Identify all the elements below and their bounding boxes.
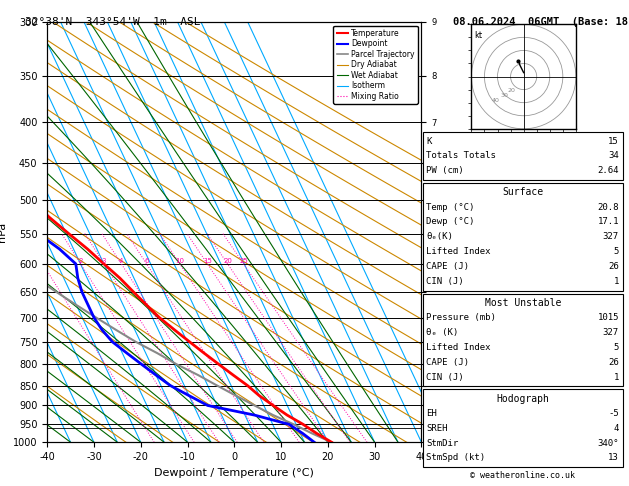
Text: SREH: SREH (426, 424, 448, 433)
Text: Hodograph: Hodograph (496, 394, 549, 404)
Y-axis label: hPa: hPa (0, 222, 8, 242)
Text: 5: 5 (613, 247, 619, 256)
Text: 5: 5 (613, 343, 619, 352)
Text: θₑ(K): θₑ(K) (426, 232, 454, 242)
Text: © weatheronline.co.uk: © weatheronline.co.uk (470, 471, 575, 480)
Text: Lifted Index: Lifted Index (426, 247, 491, 256)
Text: StmSpd (kt): StmSpd (kt) (426, 453, 486, 463)
Text: 2: 2 (79, 258, 83, 264)
Text: 25: 25 (239, 258, 248, 264)
Text: 10: 10 (175, 258, 184, 264)
Text: 4: 4 (613, 424, 619, 433)
X-axis label: Dewpoint / Temperature (°C): Dewpoint / Temperature (°C) (154, 468, 314, 478)
Text: 3: 3 (102, 258, 106, 264)
Text: 4: 4 (119, 258, 123, 264)
Text: CIN (J): CIN (J) (426, 277, 464, 286)
Text: Most Unstable: Most Unstable (484, 298, 561, 308)
Text: 15: 15 (608, 137, 619, 146)
Text: StmDir: StmDir (426, 438, 459, 448)
Text: 17.1: 17.1 (598, 217, 619, 226)
Text: 26: 26 (608, 262, 619, 271)
Text: 1: 1 (613, 277, 619, 286)
Text: 1015: 1015 (598, 313, 619, 322)
Text: EH: EH (426, 409, 437, 418)
Text: 340°: 340° (598, 438, 619, 448)
Text: 40: 40 (492, 98, 499, 103)
Text: 2.64: 2.64 (598, 166, 619, 175)
Text: CIN (J): CIN (J) (426, 372, 464, 382)
Text: 32°38'N  343°54'W  1m  ASL: 32°38'N 343°54'W 1m ASL (25, 17, 201, 27)
Y-axis label: km
ASL: km ASL (439, 223, 461, 241)
Text: 6: 6 (144, 258, 149, 264)
Text: Pressure (mb): Pressure (mb) (426, 313, 496, 322)
Text: 20: 20 (223, 258, 232, 264)
Text: Lifted Index: Lifted Index (426, 343, 491, 352)
Text: Mixing Ratio (g/kg): Mixing Ratio (g/kg) (484, 189, 493, 275)
Text: Dewp (°C): Dewp (°C) (426, 217, 475, 226)
Text: Totals Totals: Totals Totals (426, 151, 496, 160)
Text: θₑ (K): θₑ (K) (426, 328, 459, 337)
Text: 15: 15 (203, 258, 212, 264)
Text: Surface: Surface (502, 187, 543, 197)
Text: 327: 327 (603, 232, 619, 242)
Text: LCL: LCL (424, 423, 439, 433)
Text: 1: 1 (613, 372, 619, 382)
Text: CAPE (J): CAPE (J) (426, 358, 469, 367)
Text: 34: 34 (608, 151, 619, 160)
Text: K: K (426, 137, 432, 146)
Text: kt: kt (474, 31, 482, 40)
Text: PW (cm): PW (cm) (426, 166, 464, 175)
Text: 30: 30 (500, 93, 508, 99)
Text: 26: 26 (608, 358, 619, 367)
Text: 327: 327 (603, 328, 619, 337)
Text: -5: -5 (608, 409, 619, 418)
Text: Temp (°C): Temp (°C) (426, 203, 475, 212)
Text: 08.06.2024  06GMT  (Base: 18): 08.06.2024 06GMT (Base: 18) (454, 17, 629, 27)
Text: 20: 20 (508, 88, 516, 93)
Text: 20.8: 20.8 (598, 203, 619, 212)
Text: CAPE (J): CAPE (J) (426, 262, 469, 271)
Text: 13: 13 (608, 453, 619, 463)
Legend: Temperature, Dewpoint, Parcel Trajectory, Dry Adiabat, Wet Adiabat, Isotherm, Mi: Temperature, Dewpoint, Parcel Trajectory… (333, 26, 418, 104)
